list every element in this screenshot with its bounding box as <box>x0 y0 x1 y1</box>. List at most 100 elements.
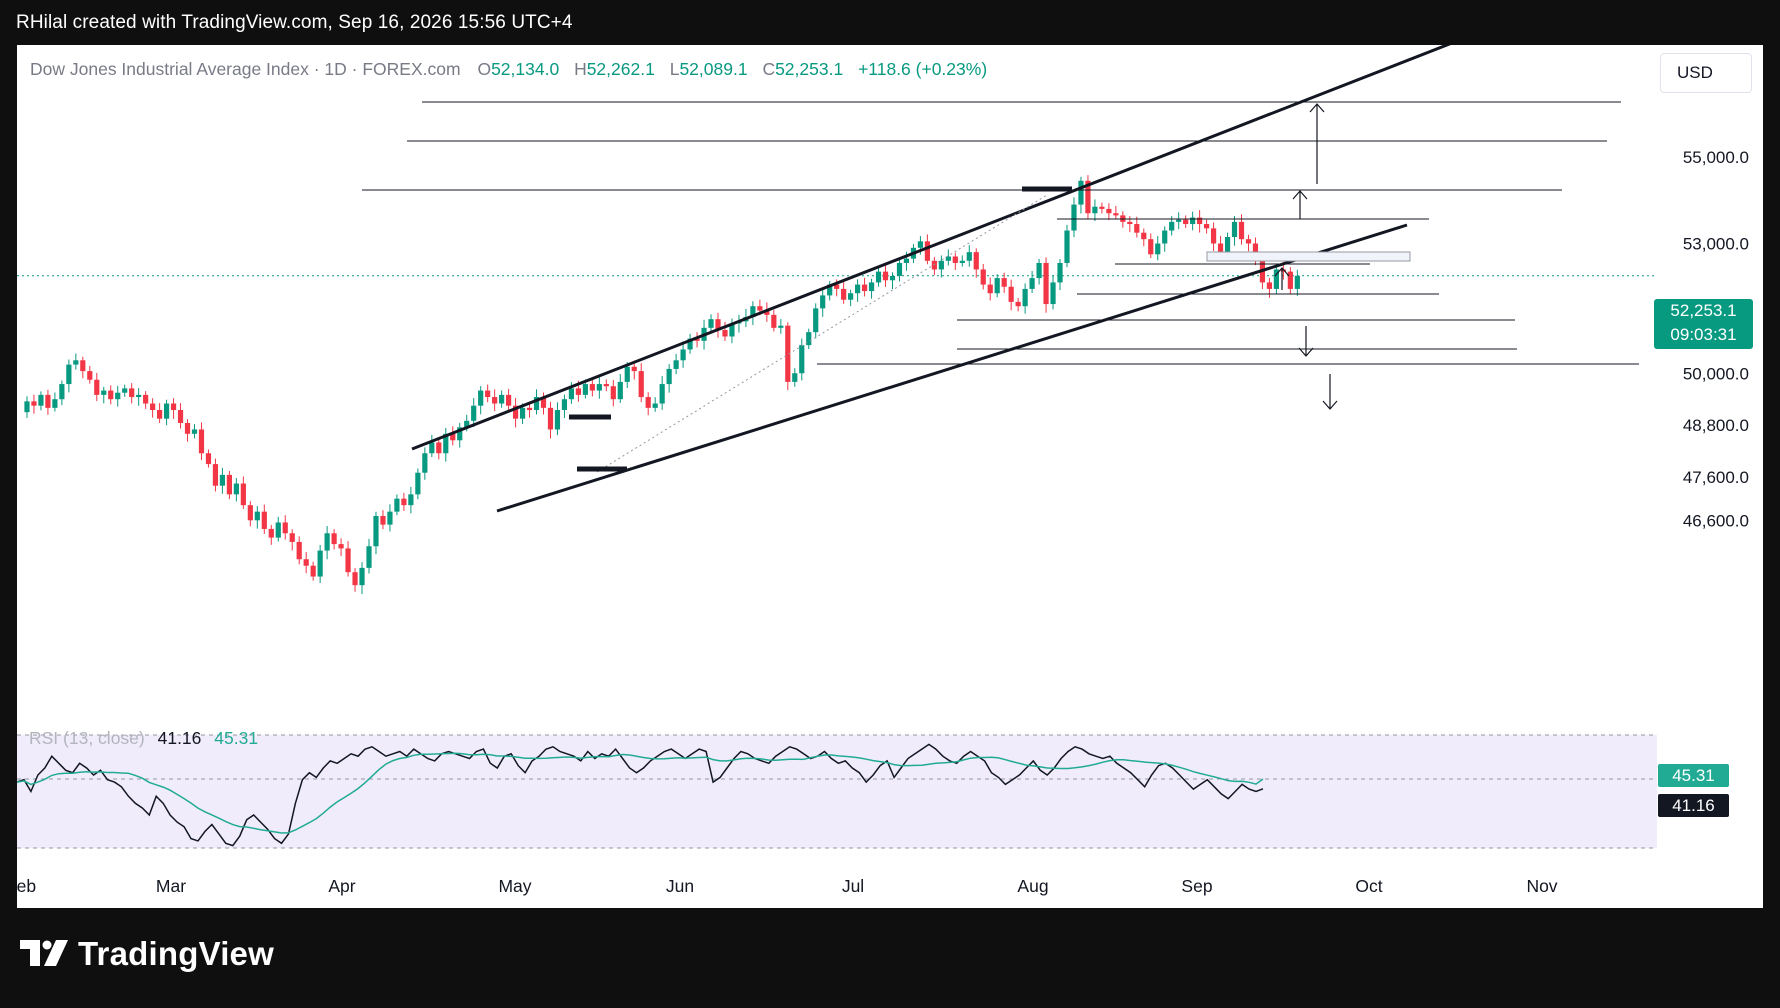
candle-body <box>806 332 812 346</box>
candle-body <box>268 528 274 538</box>
candle-body <box>924 241 930 261</box>
candle-body <box>1001 278 1007 287</box>
candle-body <box>680 349 686 361</box>
candle-body <box>792 373 798 382</box>
candle-body <box>143 394 149 404</box>
x-axis-tick-label: Jul <box>842 876 864 896</box>
candle-body <box>917 241 924 248</box>
candle-body <box>303 559 309 566</box>
candle-body <box>1113 213 1119 216</box>
candle-body <box>1057 262 1063 283</box>
candle-body <box>1204 224 1210 229</box>
candle-body <box>1266 282 1273 289</box>
candle-body <box>533 397 540 411</box>
target-arrow-down-2 <box>1322 374 1338 410</box>
candle-body <box>938 260 944 270</box>
target-arrow-up-2 <box>1292 190 1308 219</box>
candle-body <box>687 338 693 350</box>
candle-body <box>1231 221 1238 238</box>
candle-body <box>875 271 882 283</box>
x-axis-tick-label: Mar <box>156 876 186 896</box>
candle-body <box>1197 217 1203 225</box>
candle-body <box>310 565 316 577</box>
candle-body <box>471 405 477 421</box>
symbol-legend: Dow Jones Industrial Average Index · 1D … <box>30 59 987 80</box>
candle-body <box>589 384 595 391</box>
candle-body <box>52 399 58 408</box>
chart-frame[interactable]: 55,000.053,000.051,000.050,000.048,800.0… <box>17 45 1763 908</box>
candle-body <box>966 252 972 261</box>
low-value: 52,089.1 <box>679 59 748 79</box>
rsi-name: RSI (13, close) <box>29 728 145 748</box>
candle-body <box>136 394 142 398</box>
candle-body <box>813 308 819 333</box>
price-chart[interactable]: 55,000.053,000.051,000.050,000.048,800.0… <box>17 45 1763 908</box>
candle-body <box>115 392 121 400</box>
low-label: L <box>669 59 680 79</box>
candle-body <box>198 429 205 454</box>
rsi-legend: RSI (13, close) 41.16 45.31 <box>29 728 258 749</box>
candle-body <box>177 410 184 423</box>
arrow-head <box>1322 400 1338 410</box>
x-axis-tick-label: Apr <box>328 876 355 896</box>
y-axis-tick-label: 48,800.0 <box>1683 416 1749 435</box>
open-value: 52,134.0 <box>491 59 560 79</box>
candle-body <box>973 252 979 270</box>
candle-body <box>87 371 93 380</box>
candle-body <box>1294 275 1300 289</box>
x-axis-tick-label: Aug <box>1017 876 1048 896</box>
y-axis-tick-label: 46,600.0 <box>1683 511 1749 530</box>
candle-body <box>1092 206 1098 214</box>
high-value: 52,262.1 <box>586 59 655 79</box>
close-label: C <box>762 59 776 79</box>
arrow-head <box>1274 267 1290 277</box>
candle-body <box>1015 301 1021 307</box>
candle-body <box>212 464 219 486</box>
candle-body <box>994 278 1000 294</box>
rsi-band <box>17 735 1657 848</box>
currency-button[interactable]: USD <box>1660 53 1752 93</box>
candle-body <box>771 314 777 328</box>
candle-body <box>945 256 951 261</box>
candle-body <box>108 390 114 400</box>
x-axis-tick-label: Feb <box>17 876 36 896</box>
arrow-head <box>1298 347 1314 357</box>
candle-body <box>226 474 232 495</box>
candle-body <box>694 338 700 341</box>
candle-body <box>855 284 861 294</box>
candle-body <box>289 533 295 542</box>
candle-body <box>157 410 163 419</box>
candle-body <box>848 293 854 300</box>
candle-body <box>624 366 630 382</box>
channel-midline-dotted <box>596 194 1048 473</box>
candle-body <box>1008 286 1014 302</box>
candle-body <box>282 522 288 534</box>
candle-body <box>1273 269 1279 289</box>
x-axis-tick-label: Sep <box>1181 876 1212 896</box>
tradingview-brand: TradingView <box>20 935 274 973</box>
candle-body <box>31 401 37 406</box>
tradingview-logo-icon <box>20 940 68 966</box>
candle-body <box>163 403 170 419</box>
candle-body <box>464 420 470 428</box>
candle-body <box>101 390 107 395</box>
candle-body <box>764 310 770 315</box>
candle-body <box>1085 180 1091 214</box>
brand-name: TradingView <box>78 935 274 972</box>
candle-body <box>554 410 561 430</box>
bar-countdown: 09:03:31 <box>1670 325 1737 344</box>
x-axis-tick-label: May <box>498 876 531 896</box>
candle-body <box>1224 237 1231 255</box>
candle-body <box>1217 243 1224 255</box>
change-value: +118.6 (+0.23%) <box>858 59 988 79</box>
candle-body <box>73 360 79 365</box>
candle-body <box>708 319 714 328</box>
candle-body <box>129 388 135 398</box>
candle-body <box>889 275 896 281</box>
channel-lower-line <box>496 223 1408 513</box>
candle-body <box>959 260 965 263</box>
candle-body <box>1127 221 1133 225</box>
candle-body <box>478 390 484 406</box>
candle-body <box>1141 232 1147 240</box>
candle-body <box>757 306 763 311</box>
